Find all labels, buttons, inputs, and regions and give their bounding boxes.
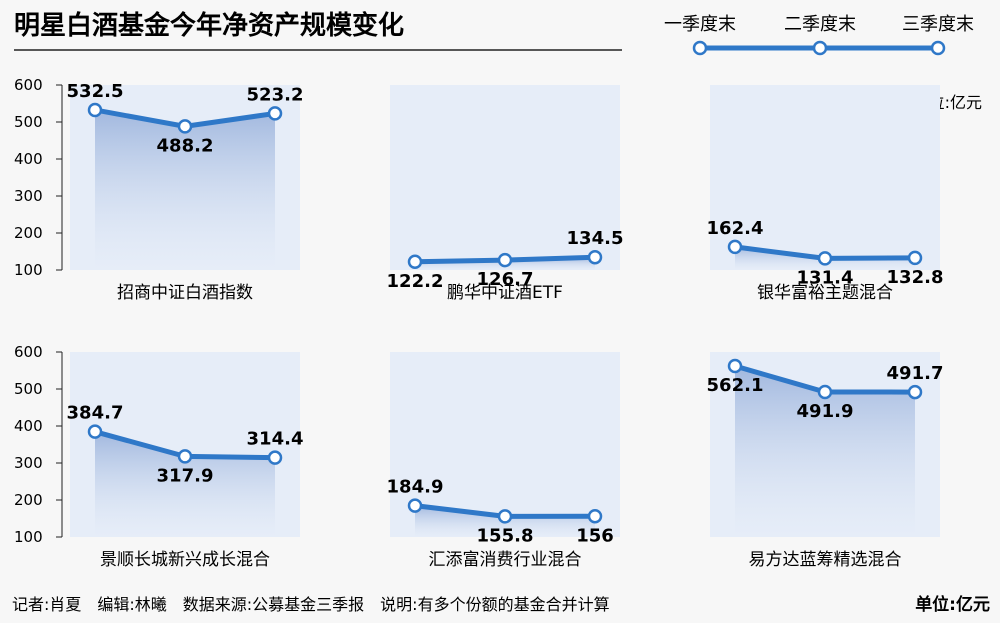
data-label: 132.8: [887, 267, 944, 288]
legend-label-q3: 三季度末: [902, 14, 974, 35]
panel-background: [390, 85, 620, 270]
legend-label-q1: 一季度末: [664, 14, 736, 35]
y-tick-label: 100: [14, 261, 43, 279]
data-point: [907, 384, 923, 400]
data-point: [817, 251, 833, 266]
data-label: 162.4: [707, 218, 764, 239]
y-tick-label: 200: [14, 224, 43, 242]
data-point: [587, 249, 603, 265]
data-label: 491.9: [797, 401, 854, 422]
y-tick-label: 400: [14, 150, 43, 168]
data-point: [407, 254, 423, 270]
y-tick-label: 600: [14, 343, 43, 361]
data-label: 523.2: [247, 84, 304, 105]
data-label: 156: [576, 525, 614, 546]
fund-name-label: 银华富裕主题混合: [757, 283, 893, 303]
data-point: [177, 449, 193, 464]
y-tick-label: 100: [14, 528, 43, 546]
data-label: 488.2: [157, 135, 214, 156]
data-point: [87, 424, 103, 439]
y-tick-label: 600: [14, 76, 43, 94]
data-label: 122.2: [387, 271, 444, 292]
data-label: 317.9: [157, 465, 214, 486]
data-point: [177, 119, 193, 134]
legend-marker-q3: [930, 40, 946, 56]
fund-name-label: 景顺长城新兴成长混合: [100, 550, 270, 570]
data-label: 131.4: [797, 267, 854, 288]
data-label: 155.8: [477, 525, 534, 546]
y-tick-label: 300: [14, 187, 43, 205]
fund-name-label: 鹏华中证酒ETF: [447, 283, 563, 303]
y-tick-label: 200: [14, 491, 43, 509]
data-point: [407, 498, 423, 513]
data-point: [87, 102, 103, 118]
data-point: [727, 358, 743, 374]
legend: 一季度末 二季度末 三季度末: [664, 14, 974, 56]
data-label: 384.7: [67, 403, 124, 424]
fund-name-label: 招商中证白酒指数: [117, 283, 253, 303]
footer-unit: 单位:亿元: [915, 594, 990, 615]
y-tick-label: 400: [14, 417, 43, 435]
fund-name-label: 易方达蓝筹精选混合: [749, 550, 902, 570]
footer-credits: 记者:肖夏 编辑:林曦 数据来源:公募基金三季报 说明:有多个份额的基金合并计算: [12, 595, 610, 614]
data-label: 314.4: [247, 429, 304, 450]
data-label: 134.5: [567, 228, 624, 249]
data-point: [727, 239, 743, 255]
data-label: 491.7: [887, 363, 944, 384]
data-point: [497, 509, 513, 524]
fund-name-label: 汇添富消费行业混合: [429, 550, 582, 570]
y-tick-label: 500: [14, 113, 43, 131]
legend-marker-q1: [692, 40, 708, 56]
y-tick-label: 300: [14, 454, 43, 472]
data-label: 126.7: [477, 269, 534, 290]
series-area: [95, 109, 275, 270]
data-label: 184.9: [387, 477, 444, 498]
y-tick-label: 500: [14, 380, 43, 398]
data-point: [497, 252, 513, 268]
data-point: [587, 509, 603, 524]
data-point: [267, 450, 283, 465]
series-area: [735, 366, 915, 537]
panel-background: [710, 85, 940, 270]
data-point: [267, 106, 283, 121]
data-point: [817, 384, 833, 400]
legend-marker-q2: [812, 40, 828, 56]
data-label: 562.1: [707, 375, 764, 396]
panels: 600 500 400 300 200 100 532.5 488.2 523.2 招商中证白酒指…: [14, 76, 943, 570]
legend-label-q2: 二季度末: [784, 14, 856, 35]
chart-title: 明星白酒基金今年净资产规模变化: [14, 10, 404, 41]
data-point: [907, 250, 923, 266]
data-label: 532.5: [67, 81, 124, 102]
